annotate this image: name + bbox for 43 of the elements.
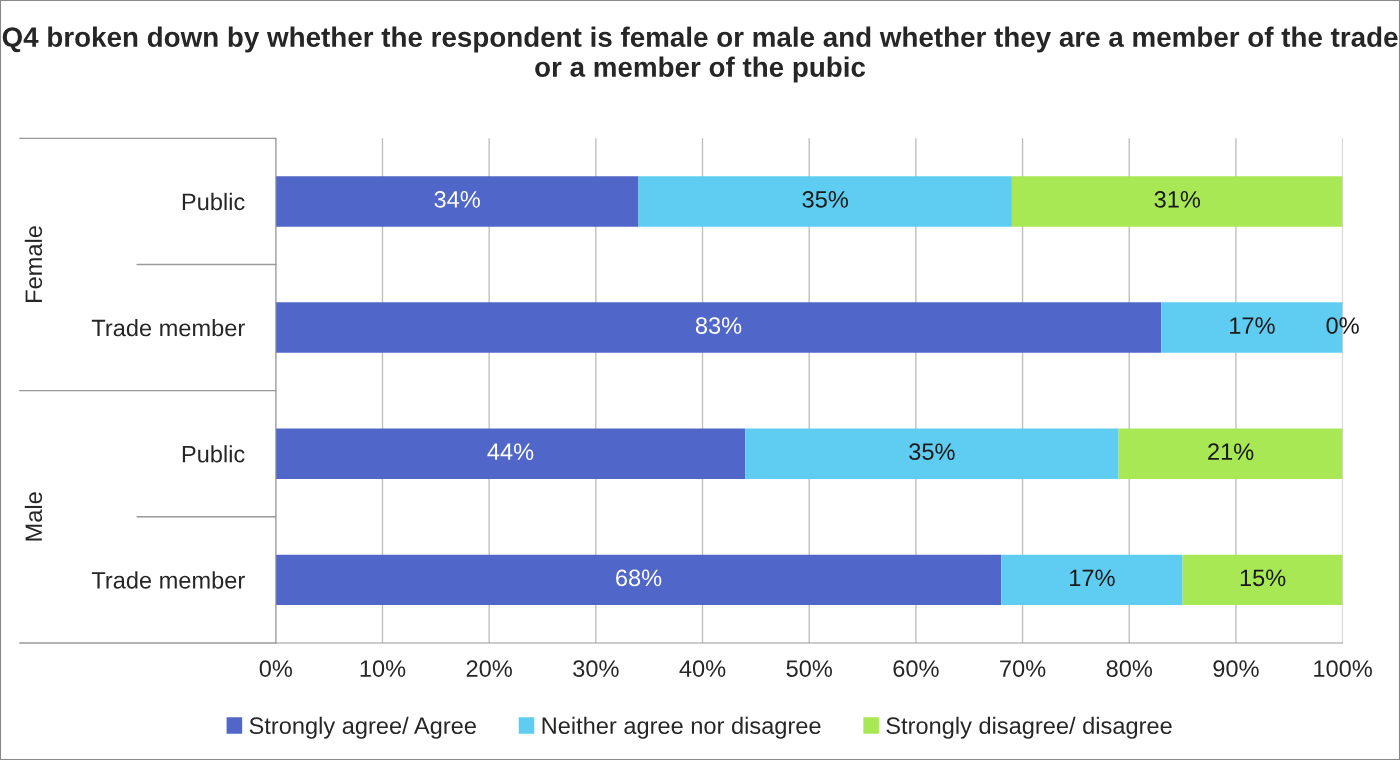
data-label: 68% [616, 569, 662, 587]
x-tick-label: 40% [679, 660, 726, 677]
data-label: 83% [695, 317, 742, 334]
x-tick-label: 20% [466, 660, 512, 677]
x-tick-label: 0% [259, 660, 293, 677]
x-tick-label: 70% [1000, 660, 1046, 677]
bar [1001, 554, 1183, 606]
text: Male [24, 492, 43, 541]
data-label: 31% [1154, 191, 1201, 208]
x-tick-label: 60% [893, 660, 939, 677]
y-tick-label: Public [182, 192, 245, 211]
bar [1182, 554, 1343, 606]
data-label: 21% [1208, 443, 1254, 460]
x-tick-label: 80% [1106, 660, 1153, 677]
y-tick-label: Public [182, 445, 245, 463]
x-tick-label: 50% [786, 660, 832, 677]
data-label: 44% [487, 443, 534, 460]
x-tick-label: 90% [1213, 660, 1259, 677]
data-label: 0% [1326, 317, 1359, 334]
legend-label: Neither agree nor disagree [542, 716, 821, 739]
data-label: 34% [434, 191, 480, 208]
y-tick-label: Trade member [91, 319, 245, 337]
data-label: 17% [1230, 317, 1275, 334]
legend-label: Strongly disagree/ disagree [886, 716, 1172, 739]
bar [638, 176, 1012, 227]
x-tick-label: 10% [360, 660, 406, 677]
data-label: 35% [802, 191, 848, 208]
bar [1118, 428, 1343, 479]
legend-label: Strongly agree/ Agree [249, 716, 476, 739]
text: Female [24, 226, 43, 302]
bar [745, 428, 1119, 479]
data-label: 35% [909, 443, 955, 461]
y-tick-label: Trade member [91, 571, 245, 589]
data-label: 15% [1240, 569, 1286, 587]
bar [275, 302, 1162, 353]
x-tick-label: 100% [1314, 660, 1372, 677]
bar [275, 176, 639, 227]
x-tick-label: 30% [573, 660, 619, 677]
data-label: 17% [1070, 569, 1115, 587]
chart-title: Q4 broken down by whether the respondent is female or male and whether they are a member of the trade or a member of the pubic [2, 26, 1398, 83]
bar [275, 554, 1002, 606]
bar [275, 428, 746, 479]
bar [1011, 176, 1343, 227]
